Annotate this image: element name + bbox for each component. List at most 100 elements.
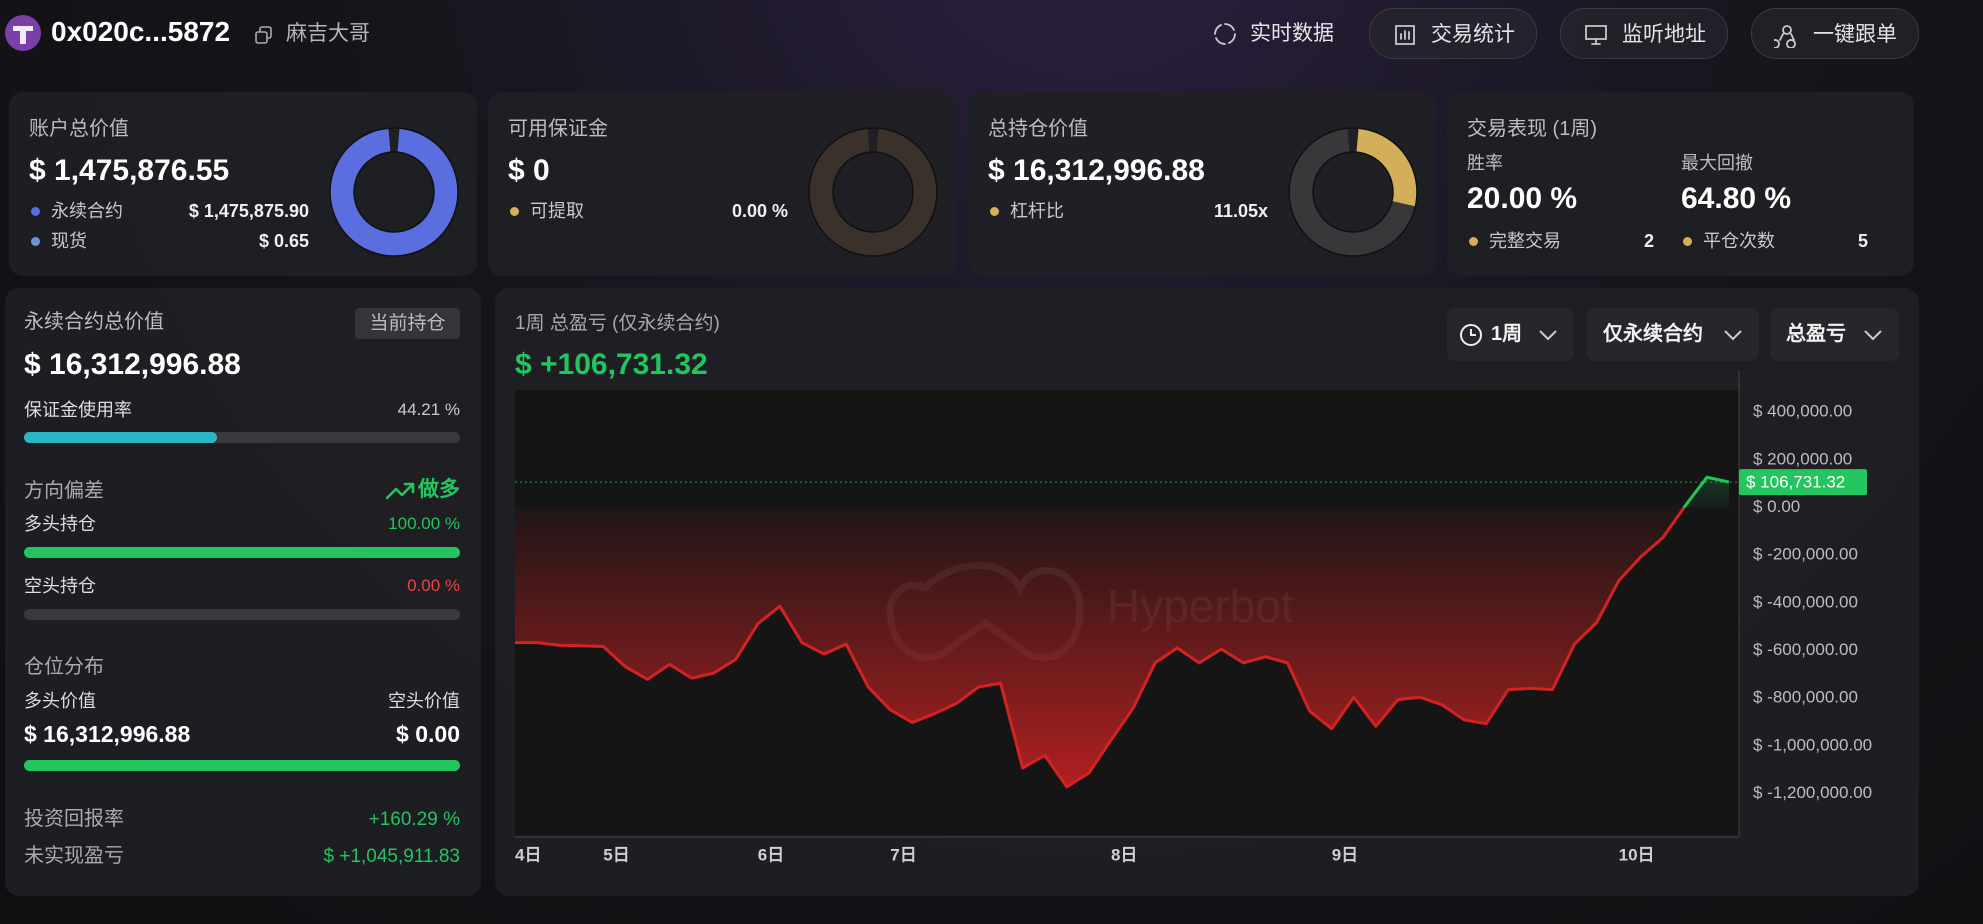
card-title: 可用保证金 — [508, 118, 608, 140]
row-label: 空头价值 — [388, 691, 460, 711]
tag-label: 当前持仓 — [369, 313, 446, 334]
marker-label: $ 106,731.32 — [1746, 473, 1845, 492]
summary-card: 总持仓价值 $ 16,312,996.88 杠杆比 11.05x — [968, 92, 1436, 276]
copy-icon — [255, 26, 272, 44]
item-label: 永续合约 — [51, 201, 123, 221]
item-label: 杠杆比 — [1010, 201, 1064, 221]
dist-value: $ 16,312,996.88 — [24, 721, 191, 747]
item-value: 0.00 % — [731, 201, 788, 221]
ring-arc — [1355, 128, 1417, 207]
legend-dot — [1469, 237, 1478, 246]
x-tick-label: 5日 — [603, 845, 629, 864]
count-value: 2 — [1643, 231, 1654, 251]
performance-card: 交易表现 (1周) 胜率 20.00 % 完整交易 2 最大回撤 64.80 % 平仓次数 5 — [1447, 92, 1914, 276]
chart: Hyperbot$ 400,000.00$ 200,000.00$ 0.00$ … — [515, 370, 1872, 864]
item-label: 现货 — [51, 231, 87, 251]
row-label: 多头持仓 — [24, 514, 96, 534]
chevron — [1539, 330, 1557, 341]
ring-arc — [330, 128, 458, 256]
button-icon — [1395, 25, 1415, 45]
trend-icon — [385, 482, 415, 500]
y-tick-label: $ -200,000.00 — [1753, 545, 1858, 564]
row-label: 投资回报率 — [24, 808, 124, 830]
row-value: 0.00 % — [407, 576, 460, 595]
card-title: 总持仓价值 — [988, 118, 1088, 140]
chart-total: $ +106,731.32 — [515, 348, 708, 381]
dropdown-label: 1周 — [1491, 323, 1523, 345]
clock-hands — [1470, 329, 1476, 336]
button-label: 实时数据 — [1250, 22, 1334, 45]
x-tick-label: 8日 — [1111, 845, 1137, 864]
header-button[interactable]: 一键跟单 — [1751, 8, 1919, 59]
position-panel: 永续合约总价值 当前持仓 $ 16,312,996.88 保证金使用率 44.21 % 方… — [5, 288, 481, 896]
panel-value: $ 16,312,996.88 — [24, 348, 241, 381]
ring-edge — [832, 151, 914, 233]
stat-label: 最大回撤 — [1681, 153, 1753, 173]
tag: 当前持仓 — [355, 308, 460, 339]
bar-fill — [24, 547, 460, 558]
header-button[interactable]: 监听地址 — [1560, 8, 1728, 59]
legend-dot — [1683, 237, 1692, 246]
bias-value: 做多 — [418, 478, 460, 501]
icon-path — [1774, 25, 1796, 48]
icon-path — [1395, 25, 1415, 45]
dropdown[interactable]: 1周 — [1447, 308, 1574, 361]
row-value: 100.00 % — [388, 514, 460, 533]
avatar — [5, 15, 41, 51]
dist-value: $ 0.00 — [396, 721, 460, 747]
row-label: 方向偏差 — [24, 480, 104, 502]
card-title: 交易表现 (1周) — [1467, 118, 1597, 140]
icon-path — [1585, 25, 1607, 45]
button-label: 交易统计 — [1431, 23, 1515, 46]
y-tick-label: $ -800,000.00 — [1753, 688, 1858, 707]
icon-path — [1214, 23, 1236, 45]
button-icon — [1214, 23, 1236, 45]
header-button[interactable]: 实时数据 — [1212, 8, 1341, 59]
y-tick-label: $ -1,200,000.00 — [1753, 783, 1872, 802]
chevron-path — [1539, 330, 1557, 341]
copy-front — [255, 31, 268, 44]
card-value: $ 1,475,876.55 — [29, 154, 230, 187]
address: 0x020c...5872 — [51, 16, 231, 47]
stat-value: 20.00 % — [1467, 182, 1578, 215]
summary-card: 可用保证金 $ 0 可提取 0.00 % — [488, 92, 956, 276]
stat-label: 胜率 — [1467, 153, 1503, 173]
x-tick-label: 6日 — [758, 845, 784, 864]
stat-value: 64.80 % — [1681, 182, 1792, 215]
dropdown[interactable]: 仅永续合约 — [1587, 308, 1759, 361]
card-title: 账户总价值 — [29, 118, 129, 140]
y-tick-label: $ 200,000.00 — [1753, 449, 1852, 468]
row-label: 空头持仓 — [24, 576, 96, 596]
card-value: $ 16,312,996.88 — [988, 154, 1205, 187]
count-label: 完整交易 — [1489, 231, 1561, 251]
chevron-path — [1864, 330, 1882, 341]
ring-track — [809, 128, 937, 256]
y-tick-label: $ -400,000.00 — [1753, 592, 1858, 611]
x-tick-label: 9日 — [1332, 845, 1358, 864]
dropdown[interactable]: 总盈亏 — [1770, 308, 1899, 361]
item-value: $ 1,475,875.90 — [188, 201, 309, 221]
ring-edge — [808, 127, 938, 257]
ring — [808, 127, 938, 257]
x-tick-label: 4日 — [515, 845, 541, 864]
item-value: $ 0.65 — [258, 231, 309, 251]
row-value: +160.29 % — [368, 809, 460, 830]
clock-face — [1460, 324, 1482, 346]
nickname: 麻吉大哥 — [286, 22, 370, 45]
header-button[interactable]: 交易统计 — [1369, 8, 1537, 59]
dropdown-label: 总盈亏 — [1786, 323, 1846, 345]
ring-edge — [353, 151, 435, 233]
avatar-glyph — [13, 26, 33, 44]
chart-title: 1周 总盈亏 (仅永续合约) — [515, 313, 720, 334]
row-label: 未实现盈亏 — [24, 845, 124, 867]
row-value: $ +1,045,911.83 — [323, 846, 460, 867]
x-tick-label: 10日 — [1619, 845, 1655, 864]
ring-edge — [329, 127, 459, 257]
bar-fill — [24, 432, 217, 443]
row-value: 44.21 % — [397, 400, 460, 419]
panel-title: 永续合约总价值 — [24, 311, 164, 333]
row-label: 保证金使用率 — [24, 400, 132, 420]
row-label: 多头价值 — [24, 691, 96, 711]
